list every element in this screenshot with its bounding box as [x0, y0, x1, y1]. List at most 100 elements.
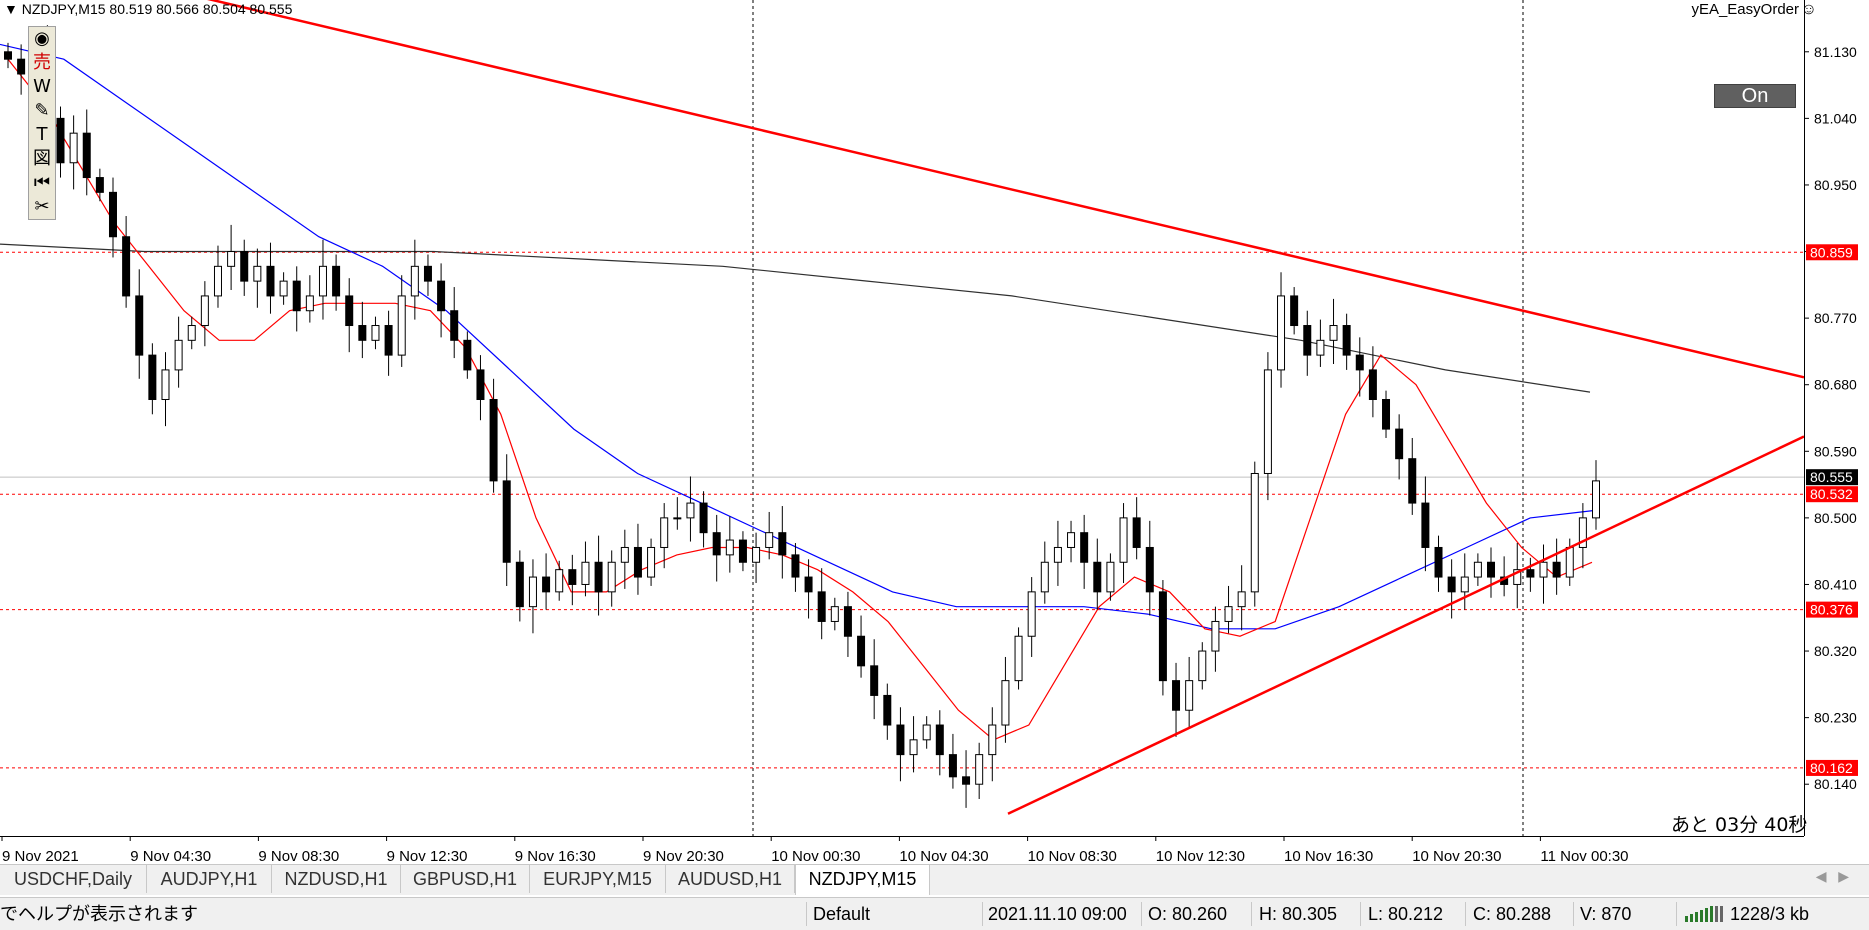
trendline-resistance — [206, 0, 1805, 379]
candle — [752, 532, 761, 583]
trendline-support — [1007, 435, 1805, 815]
price-chart[interactable]: 81.13081.04080.95080.86080.77080.68080.5… — [0, 0, 1869, 864]
price-tick-label: 80.680 — [1814, 377, 1857, 393]
candle — [213, 245, 222, 308]
price-tick-label: 80.410 — [1814, 576, 1857, 592]
eye-icon[interactable]: ◉ — [34, 28, 50, 49]
ma-mid-line — [0, 43, 1595, 630]
candle — [227, 224, 236, 291]
tab-scroll-arrows[interactable]: ◀ ▶ — [1815, 868, 1849, 884]
candle — [437, 263, 446, 338]
candle — [384, 310, 393, 376]
candle — [489, 378, 498, 493]
price-label-bg — [1806, 601, 1858, 618]
candle — [332, 254, 341, 311]
sell-icon[interactable]: 売 — [33, 52, 51, 73]
candle — [56, 106, 65, 178]
candle — [1487, 547, 1496, 598]
candle — [660, 503, 669, 569]
candle — [620, 529, 629, 589]
candle — [581, 541, 590, 597]
time-tick-label: 10 Nov 12:30 — [1156, 848, 1245, 864]
w-icon[interactable]: W — [33, 76, 51, 97]
candle — [962, 750, 971, 808]
candle — [1158, 580, 1167, 696]
shape-icon[interactable]: 図 — [33, 148, 51, 169]
candle — [1592, 460, 1600, 530]
candle — [1342, 313, 1351, 370]
ea-on-button[interactable]: On — [1714, 84, 1796, 108]
collapse-triangle-icon[interactable]: ▼ — [4, 1, 22, 17]
ea-name: yEA_EasyOrder — [1691, 1, 1799, 18]
candle — [1316, 319, 1325, 367]
status-help: でヘルプが表示されます — [0, 904, 198, 924]
price-label-bg — [1806, 469, 1858, 486]
candle — [69, 115, 78, 190]
tab-nzdjpy-m15[interactable]: NZDJPY,M15 — [795, 864, 930, 895]
tab-usdchf-daily[interactable]: USDCHF,Daily — [0, 865, 147, 893]
candle — [1132, 497, 1141, 560]
candle — [1303, 310, 1312, 376]
candle — [607, 550, 616, 607]
ma-fast-line — [7, 58, 1593, 741]
candle — [988, 707, 997, 782]
candle — [555, 560, 564, 601]
candles — [4, 25, 1600, 808]
price-tick-label: 81.130 — [1814, 44, 1857, 60]
candle — [318, 239, 327, 320]
candle — [345, 278, 354, 353]
candle — [647, 538, 656, 586]
candle — [305, 275, 314, 323]
candle — [1473, 553, 1482, 586]
candle — [279, 272, 288, 305]
candle — [1119, 503, 1128, 583]
candle — [358, 301, 367, 359]
pencil-icon[interactable]: ✎ — [34, 100, 50, 121]
tab-nzdusd-h1[interactable]: NZDUSD,H1 — [272, 865, 401, 893]
candle — [266, 242, 275, 314]
status-datetime: 2021.11.10 09:00 — [988, 904, 1127, 924]
candle — [1526, 557, 1535, 592]
candle — [542, 553, 551, 610]
time-tick-label: 9 Nov 16:30 — [515, 848, 596, 864]
status-volume: V: 870 — [1580, 904, 1632, 924]
candle — [200, 281, 209, 347]
price-tick-label: 80.140 — [1814, 776, 1857, 792]
candle — [148, 343, 157, 415]
candle — [673, 497, 682, 530]
candle — [1106, 553, 1115, 601]
candle — [686, 476, 695, 542]
candle — [1368, 346, 1377, 418]
candle — [975, 742, 984, 800]
candle — [292, 266, 301, 332]
tab-eurjpy-m15[interactable]: EURJPY,M15 — [530, 865, 666, 893]
price-label: 80.162 — [1810, 760, 1853, 776]
text-icon[interactable]: T — [36, 124, 48, 145]
candle — [122, 216, 131, 308]
price-tick-label: 81.040 — [1814, 110, 1857, 126]
scissors-icon[interactable]: ✂ — [34, 196, 50, 217]
candle — [1355, 337, 1364, 397]
ma-slow-line — [0, 243, 1591, 393]
tab-audusd-h1[interactable]: AUDUSD,H1 — [666, 865, 795, 893]
candle — [1014, 627, 1023, 690]
trendlines[interactable] — [150, 0, 1805, 815]
candle — [778, 506, 787, 579]
candle — [515, 550, 524, 622]
smiley-icon: ☺ — [1800, 1, 1817, 18]
time-tick-label: 9 Nov 04:30 — [130, 848, 211, 864]
candle — [725, 516, 734, 573]
tab-gbpusd-h1[interactable]: GBPUSD,H1 — [401, 865, 530, 893]
candle — [896, 707, 905, 782]
candle — [1460, 553, 1469, 610]
connection-bars-icon — [1685, 906, 1723, 922]
tab-audjpy-h1[interactable]: AUDJPY,H1 — [147, 865, 272, 893]
candle — [738, 531, 747, 572]
candle — [922, 716, 931, 749]
candle — [712, 514, 721, 582]
candle — [371, 316, 380, 350]
rewind-icon[interactable]: ⏮ — [33, 172, 51, 193]
candle — [1434, 535, 1443, 592]
bar-countdown: あと 03分 40秒 — [1671, 814, 1808, 836]
time-axis: 9 Nov 2021 9 Nov 04:30 9 Nov 08:30 9 Nov 12… — [0, 836, 1804, 864]
